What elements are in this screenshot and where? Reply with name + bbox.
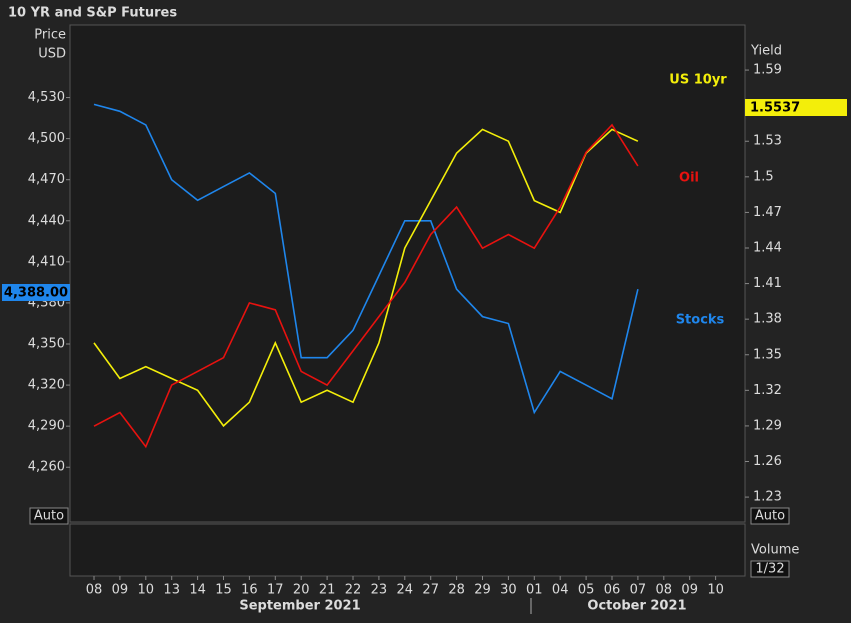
plot-area (69, 24, 746, 523)
y2-tick-label: 1.41 (753, 276, 782, 291)
x-tick-label: 15 (215, 583, 232, 598)
series-line (93, 128, 639, 428)
last-price-box (2, 284, 70, 301)
series-label: US 10yr (669, 73, 727, 88)
y-tick-label: 4,500 (28, 131, 65, 146)
auto-label[interactable]: Auto (755, 509, 785, 524)
y2-tick-label: 1.23 (753, 490, 782, 505)
x-tick-label: 22 (345, 583, 362, 598)
x-tick-label: 24 (397, 583, 414, 598)
y-axis-label: USD (38, 47, 66, 62)
series-line (93, 103, 639, 415)
x-tick-label: 20 (293, 583, 310, 598)
y2-tick-label: 1.26 (753, 454, 782, 469)
y2-tick-label: 1.44 (753, 240, 782, 255)
volume-label: Volume (751, 543, 799, 558)
y-tick-label: 4,530 (28, 90, 65, 105)
volume-panel (69, 523, 746, 577)
x-tick-label: 05 (578, 583, 595, 598)
x-tick-label: 14 (189, 583, 206, 598)
x-tick-label: 23 (371, 583, 388, 598)
last-price: 4,388.00 (4, 286, 68, 301)
auto-button[interactable] (29, 507, 69, 525)
month-label: September 2021 (239, 599, 360, 614)
x-tick-label: 13 (163, 583, 180, 598)
y2-tick-label: 1.59 (753, 63, 782, 78)
x-tick-label: 21 (319, 583, 336, 598)
y2-tick-label: 1.38 (753, 312, 782, 327)
chart-title: 10 YR and S&P Futures (8, 6, 177, 21)
x-tick-label: 16 (241, 583, 258, 598)
y-axis-label: Price (34, 28, 66, 43)
auto-label[interactable]: Auto (34, 509, 64, 524)
x-tick-label: 01 (526, 583, 543, 598)
x-tick-label: 07 (630, 583, 647, 598)
x-tick-label: 08 (656, 583, 673, 598)
series-line (93, 123, 639, 449)
x-tick-label: 17 (267, 583, 284, 598)
y-tick-label: 4,440 (28, 213, 65, 228)
y2-tick-label: 1.5 (753, 169, 774, 184)
y2-tick-label: 1.35 (753, 347, 782, 362)
y2-tick-label: 1.32 (753, 383, 782, 398)
x-tick-label: 28 (448, 583, 465, 598)
series-label: Stocks (676, 313, 725, 328)
y-tick-label: 4,410 (28, 254, 65, 269)
y-tick-label: 4,470 (28, 172, 65, 187)
x-tick-label: 08 (86, 583, 103, 598)
x-tick-label: 09 (112, 583, 129, 598)
x-tick-label: 30 (500, 583, 517, 598)
y-tick-label: 4,260 (28, 460, 65, 475)
x-tick-label: 06 (604, 583, 621, 598)
y2-axis-label: Yield (750, 44, 782, 59)
y2-tick-label: 1.47 (753, 205, 782, 220)
x-tick-label: 10 (138, 583, 155, 598)
y2-tick-label: 1.53 (753, 134, 782, 149)
y-tick-label: 4,350 (28, 337, 65, 352)
x-tick-label: 10 (707, 583, 724, 598)
x-tick-label: 27 (422, 583, 439, 598)
last-yield: 1.5537 (750, 101, 800, 116)
y-tick-label: 4,320 (28, 378, 65, 393)
y2-tick-label: 1.29 (753, 418, 782, 433)
y-tick-label: 4,290 (28, 419, 65, 434)
x-tick-label: 04 (552, 583, 569, 598)
x-tick-label: 29 (474, 583, 491, 598)
series-label: Oil (679, 171, 699, 186)
month-label: October 2021 (587, 599, 686, 614)
auto-button[interactable] (750, 507, 790, 525)
x-tick-label: 09 (681, 583, 698, 598)
last-yield-box (745, 99, 847, 116)
volume-scale-box (750, 560, 790, 578)
volume-scale: 1/32 (755, 562, 784, 577)
